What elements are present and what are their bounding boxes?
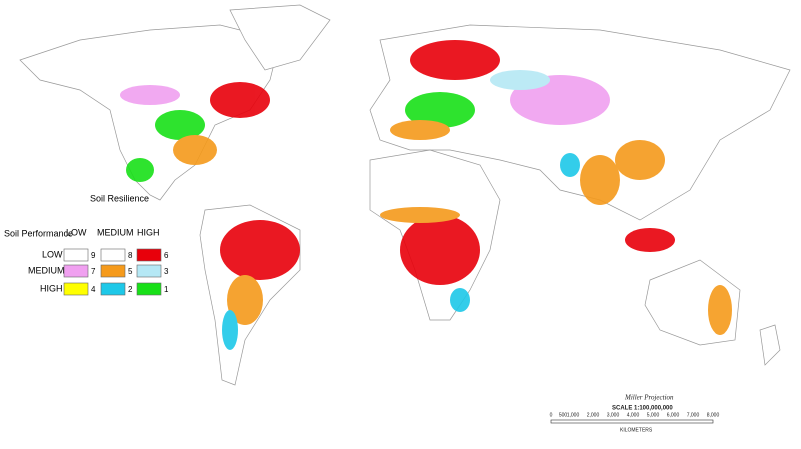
scale-tick-label: 5,000 [647, 412, 660, 418]
legend-code: 6 [164, 251, 169, 260]
scale-unit: KILOMETERS [620, 427, 653, 433]
scale-tick-label: 7,000 [687, 412, 700, 418]
legend-swatch [63, 248, 89, 262]
legend-title: Soil Resilience [90, 193, 149, 203]
scale-tick-label: 2,000 [587, 412, 600, 418]
scale-tick-label: 0 [550, 412, 553, 418]
legend-code: 1 [164, 285, 169, 294]
scale-block: Miller Projection SCALE 1:100,000,000 KI… [550, 394, 720, 434]
legend-code: 3 [164, 267, 169, 276]
blank-panel [0, 378, 175, 444]
legend-code: 7 [91, 267, 96, 276]
row-label: HIGH [40, 283, 63, 293]
row-label: LOW [42, 249, 63, 259]
legend-swatch [100, 264, 126, 278]
legend-swatch [136, 264, 162, 278]
scale-tick-label: 1,000 [567, 412, 580, 418]
soil-regions [120, 40, 732, 350]
legend-swatch [63, 264, 89, 278]
legend: Soil Resilience Soil Performance LOW MEDI… [4, 193, 169, 296]
legend-code: 8 [128, 251, 133, 260]
column-label: LOW [66, 227, 87, 237]
scale-tick-label: 6,000 [667, 412, 680, 418]
scale-tick-label: 3,000 [607, 412, 620, 418]
legend-swatch [63, 282, 89, 296]
scale-tick-label: 4,000 [627, 412, 640, 418]
scale-bar [550, 419, 714, 424]
column-label: HIGH [137, 227, 160, 237]
scale-tick-label: 8,000 [707, 412, 720, 418]
legend-swatch [136, 282, 162, 296]
projection: Miller Projection [624, 394, 674, 402]
legend-row-title: Soil Performance [4, 228, 73, 238]
row-label: MEDIUM [28, 265, 65, 275]
scale-tick-label: 500 [559, 412, 568, 418]
legend-swatch [100, 248, 126, 262]
column-label: MEDIUM [97, 227, 134, 237]
legend-code: 4 [91, 285, 96, 294]
legend-swatch [136, 248, 162, 262]
scale-ratio: SCALE 1:100,000,000 [612, 406, 673, 412]
legend-code: 5 [128, 267, 133, 276]
legend-swatch [100, 282, 126, 296]
legend-code: 2 [128, 285, 133, 294]
legend-code: 9 [91, 251, 96, 260]
